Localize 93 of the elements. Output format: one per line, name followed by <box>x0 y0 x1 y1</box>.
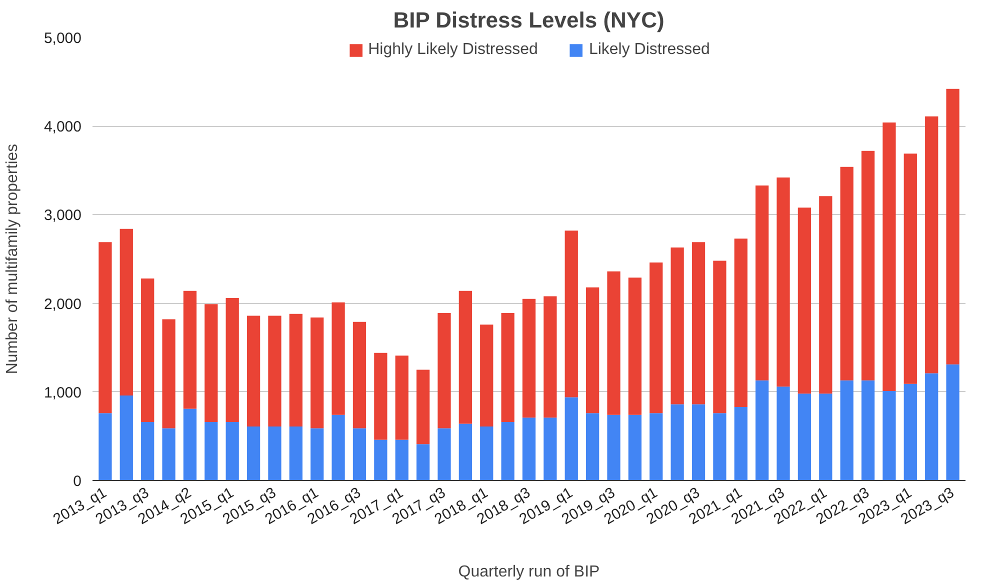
bar <box>904 154 917 384</box>
y-tick-label: 1,000 <box>44 384 82 402</box>
bar <box>162 428 176 480</box>
bar <box>416 444 430 480</box>
bar <box>332 414 345 480</box>
bar <box>98 242 112 414</box>
bar <box>458 424 472 480</box>
bar <box>522 298 536 418</box>
bar <box>183 408 197 480</box>
bar <box>607 271 620 415</box>
bar <box>226 422 239 480</box>
y-tick-label: 4,000 <box>44 118 82 136</box>
bar <box>798 394 812 480</box>
bar <box>628 278 642 415</box>
bar <box>650 413 663 480</box>
bar <box>522 418 536 480</box>
bar <box>946 88 960 364</box>
bar <box>840 166 854 380</box>
bar <box>734 238 748 407</box>
bar <box>98 413 112 480</box>
bar <box>416 370 430 444</box>
bar <box>183 290 197 409</box>
bar <box>586 287 600 414</box>
bar <box>289 426 302 480</box>
bar <box>925 116 938 374</box>
bar <box>861 380 875 480</box>
bar <box>776 177 790 387</box>
y-tick-label: 2,000 <box>44 296 82 313</box>
y-axis-title: Number of multifamily properties <box>4 144 21 374</box>
x-axis-title: Quarterly run of BIP <box>458 563 600 580</box>
bar <box>692 404 706 480</box>
bar <box>756 185 769 380</box>
bar <box>819 196 832 394</box>
bar <box>501 422 514 480</box>
bar <box>544 296 557 418</box>
bar <box>798 208 812 394</box>
bar <box>374 440 388 480</box>
bar <box>352 428 366 480</box>
bar <box>480 426 494 480</box>
bar <box>226 298 239 422</box>
bar <box>670 404 684 480</box>
bar <box>204 304 218 422</box>
legend-label: Highly Likely Distressed <box>368 41 538 59</box>
bar <box>162 319 176 428</box>
bar <box>670 247 684 404</box>
bar <box>458 290 472 424</box>
bar <box>650 262 663 414</box>
bar <box>395 440 408 480</box>
bar <box>310 428 324 480</box>
bar <box>544 418 557 480</box>
bar <box>501 313 514 422</box>
y-tick-label: 3,000 <box>44 207 82 224</box>
bar <box>734 406 748 480</box>
bar <box>861 150 875 380</box>
bar <box>395 356 408 440</box>
bar <box>141 422 154 480</box>
bar <box>586 413 600 480</box>
bar <box>374 352 388 440</box>
bar <box>438 313 451 428</box>
bar <box>882 391 896 480</box>
bar <box>946 364 960 480</box>
bar <box>289 314 302 426</box>
bar <box>692 242 706 404</box>
bar <box>713 260 726 414</box>
bar <box>564 230 578 398</box>
bar <box>607 414 620 480</box>
bar <box>882 122 896 392</box>
bar <box>564 397 578 480</box>
bar <box>246 316 260 426</box>
bar <box>332 302 345 415</box>
bar <box>268 316 282 426</box>
y-tick-label: 5,000 <box>44 30 82 47</box>
bar <box>246 426 260 480</box>
bar <box>204 422 218 480</box>
bar <box>840 380 854 480</box>
bar <box>904 384 917 480</box>
bar <box>352 322 366 428</box>
bar <box>480 324 494 426</box>
bar <box>756 380 769 480</box>
bar <box>120 395 133 480</box>
bar <box>713 413 726 480</box>
legend-label: Likely Distressed <box>588 41 710 59</box>
bar <box>776 386 790 480</box>
bar <box>925 373 938 480</box>
bar <box>628 414 642 480</box>
bar <box>141 278 154 422</box>
chart-title: BIP Distress Levels (NYC) <box>393 8 664 32</box>
y-tick-label: 0 <box>73 473 82 490</box>
bar <box>120 228 133 396</box>
bar <box>438 428 451 480</box>
bar <box>268 426 282 480</box>
bar <box>819 394 832 480</box>
bar <box>310 317 324 428</box>
